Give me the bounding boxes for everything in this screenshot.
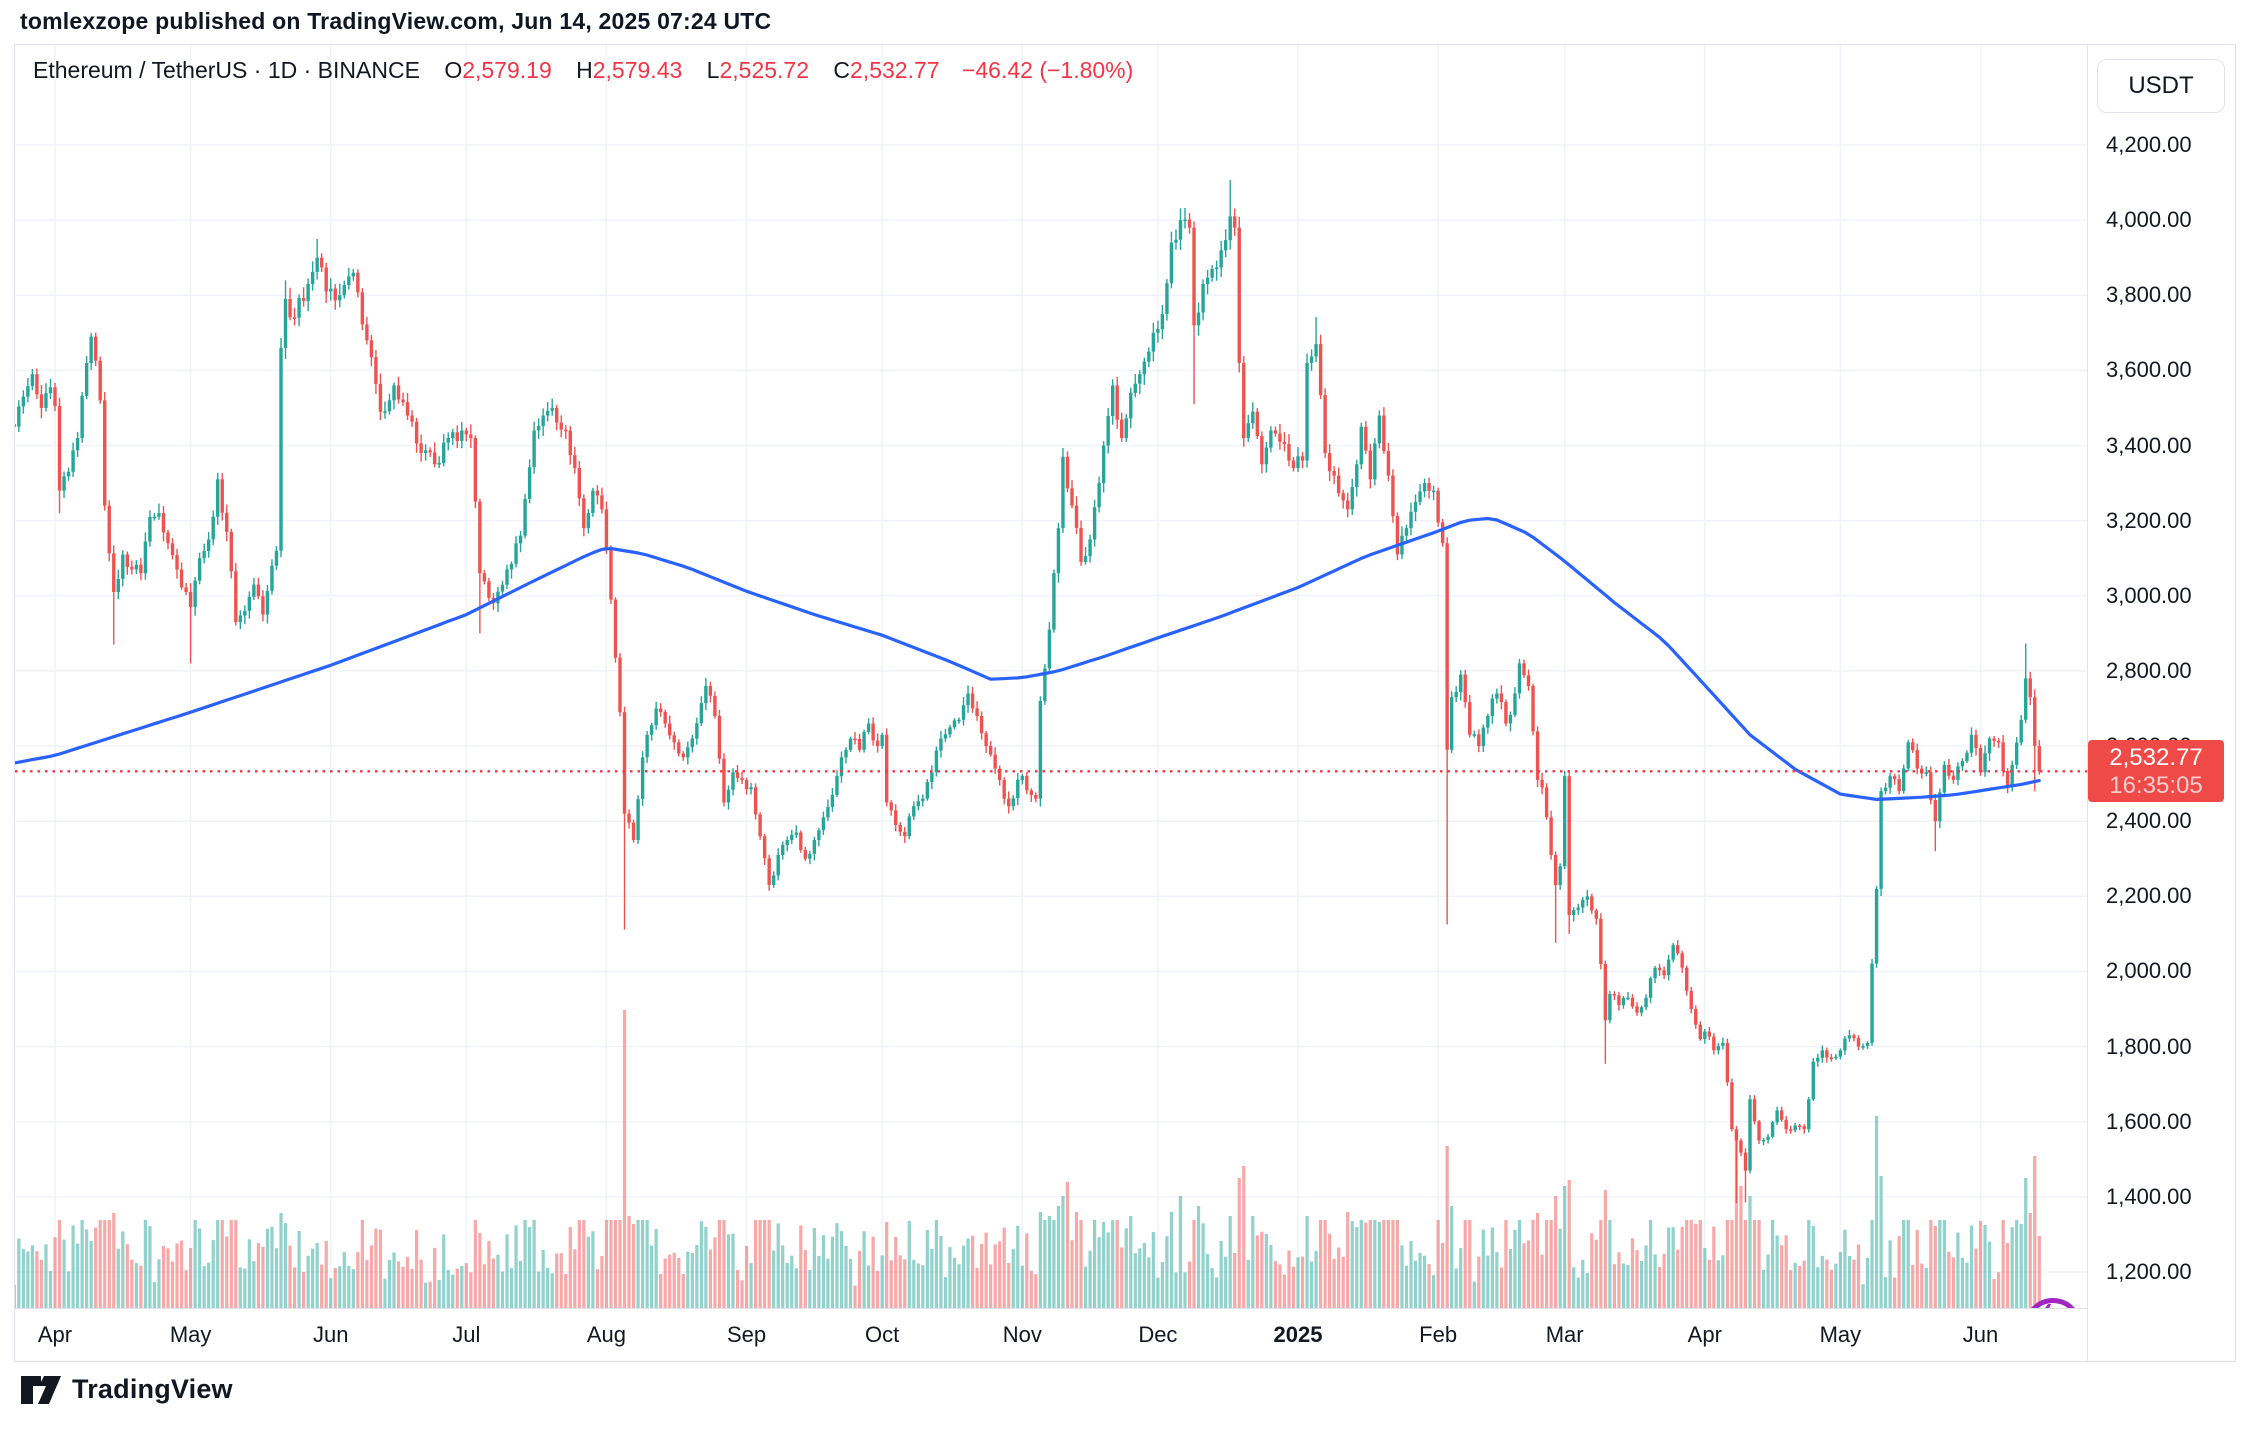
open-value: 2,579.19 [462,57,552,83]
open-letter: O [444,57,463,83]
exchange-label[interactable]: BINANCE [317,57,420,83]
time-axis-label: May [1819,1322,1862,1347]
time-axis-label: Apr [1687,1322,1722,1347]
price-tick-label: 2,200.00 [2106,883,2192,909]
time-axis[interactable]: Apr May Jun Jul Aug Sep Oct Nov Dec 2025 Feb Mar Apr… [15,1308,2087,1361]
low-value: 2,525.72 [719,57,809,83]
change-value: −46.42 (−1.80%) [961,57,1134,83]
time-axis-label: Jun [312,1322,349,1347]
price-tick-label: 1,400.00 [2106,1183,2192,1209]
price-chart-pane[interactable]: Ethereum / TetherUS · 1D · BINANCE O2,57… [15,45,2087,1308]
time-axis-label: May [169,1322,212,1347]
price-tick-label: 1,600.00 [2106,1108,2192,1134]
time-axis-label: Jul [452,1322,481,1347]
time-axis-label: 2025 [1273,1322,1323,1347]
tradingview-logo-icon [21,1375,61,1404]
time-axis-label: Feb [1419,1322,1458,1347]
legend-separator: · [253,57,262,83]
price-tick-label: 3,400.00 [2106,432,2192,458]
high-value: 2,579.43 [592,57,683,83]
low-letter: L [706,57,720,83]
candlestick-chart-canvas[interactable] [15,45,2087,1308]
bar-countdown-timer: 16:35:05 [2109,772,2203,800]
price-tick-label: 2,000.00 [2106,958,2192,984]
time-axis-label: Nov [1002,1322,1042,1347]
high-letter: H [576,57,593,83]
interval-label[interactable]: 1D [267,57,298,83]
last-price-label: 2,532.77 16:35:05 [2088,740,2224,803]
close-value: 2,532.77 [850,57,940,83]
price-tick-label: 1,800.00 [2106,1033,2192,1059]
lightning-bolt-icon [2045,1304,2051,1308]
price-tick-label: 4,000.00 [2106,207,2192,233]
legend-separator2: · [303,57,312,83]
published-attribution: tomlexzope published on TradingView.com,… [20,8,772,34]
close-letter: C [833,57,851,83]
tradingview-footer-logo[interactable]: TradingView [20,1374,233,1405]
time-axis-label: Dec [1138,1322,1178,1347]
price-tick-label: 3,000.00 [2106,582,2192,608]
price-tick-label: 1,200.00 [2106,1258,2192,1284]
time-axis-label: Oct [865,1322,900,1347]
time-axis-label: Mar [1545,1322,1584,1347]
symbol-title[interactable]: Ethereum / TetherUS [33,57,248,83]
time-axis-label: Apr [37,1322,73,1347]
price-tick-label: 3,200.00 [2106,507,2192,533]
currency-unit-button[interactable]: USDT [2097,59,2225,113]
price-axis[interactable]: USDT 4,200.00 4,000.00 3,800.00 3,600.00 3,4… [2087,45,2235,1361]
price-tick-label: 3,600.00 [2106,357,2192,383]
symbol-legend: Ethereum / TetherUS · 1D · BINANCE O2,57… [33,57,1133,84]
tradingview-brand-text: TradingView [72,1374,233,1404]
price-tick-label: 3,800.00 [2106,282,2192,308]
time-axis-label: Sep [726,1322,767,1347]
price-tick-label: 2,800.00 [2106,657,2192,683]
time-axis-label: Aug [586,1322,627,1347]
last-price-value: 2,532.77 [2109,744,2203,772]
price-tick-label: 4,200.00 [2106,132,2192,157]
tradingview-chart-widget: Ethereum / TetherUS · 1D · BINANCE O2,57… [14,44,2236,1362]
time-axis-label: Jun [1962,1322,1999,1347]
price-tick-label: 2,400.00 [2106,808,2192,834]
